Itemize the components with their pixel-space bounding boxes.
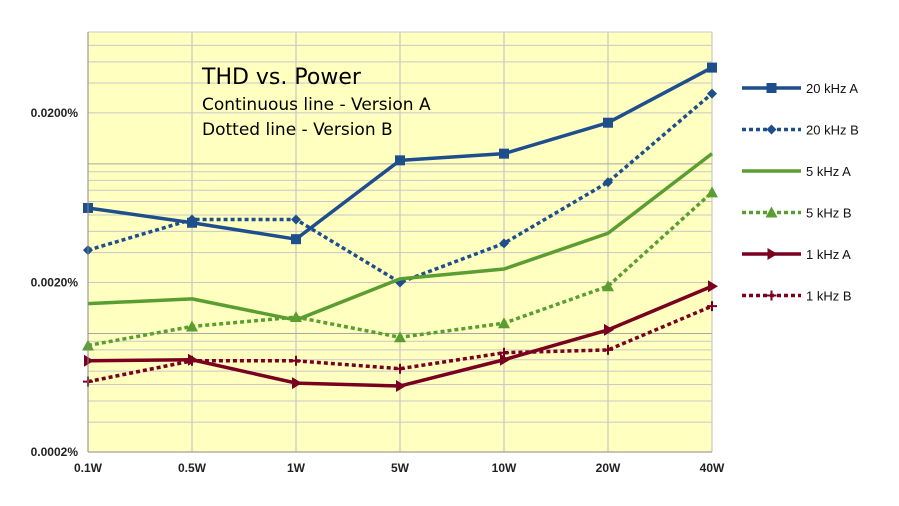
data-point-marker [187,214,197,225]
legend-label: 5 kHz B [806,206,852,221]
series-line [87,152,714,322]
data-point-marker [603,177,613,188]
series-5-khz-b [82,186,718,351]
data-point-marker [766,83,777,93]
data-point-marker [186,320,198,332]
data-point-marker [707,88,717,99]
data-point-marker [499,347,509,358]
data-point-marker [395,363,405,374]
x-tick-label: 10W [492,461,517,475]
legend: 20 kHz A 20 kHz B 5 kHz A 5 kHz B 1 kHz A 1 k… [742,81,859,304]
legend-label: 20 kHz A [806,81,858,96]
chart-subtitle-2: Dotted line - Version B [202,120,393,140]
axis-group: 0.1W 0.5W 1W 5W 10W 20W 40W 0.0002% 0.0020% 0.020… [31,32,725,475]
x-tick-label: 0.5W [178,461,207,475]
data-point-marker [291,214,301,225]
x-tick-label: 0.1W [74,461,103,475]
data-point-marker [499,238,509,249]
legend-item: 20 kHz B [742,123,859,138]
data-point-marker [290,311,302,323]
data-point-marker [292,377,302,390]
legend-item: 1 kHz A [742,247,851,262]
data-point-marker [500,353,510,366]
data-point-marker [394,331,406,343]
data-point-marker [708,280,718,293]
y-tick-label: 0.0200% [31,106,79,120]
x-tick-label: 5W [391,461,410,475]
chart-subtitle-1: Continuous line - Version A [202,95,431,115]
data-point-marker [767,248,778,260]
data-point-marker [707,301,717,312]
series-group [82,62,718,393]
legend-label: 1 kHz B [806,289,852,304]
series-20-khz-b [83,88,717,288]
chart-title-block: THD vs. Power Continuous line - Version … [201,65,431,140]
data-point-marker [187,355,197,366]
data-point-marker [766,290,777,301]
legend-item: 1 kHz B [742,289,852,304]
chart-title: THD vs. Power [201,65,362,90]
data-point-marker [766,124,777,135]
data-point-marker [603,344,613,355]
series-1-khz-b [83,301,717,387]
data-point-marker [707,62,717,73]
data-point-marker [602,280,614,292]
data-point-marker [498,317,510,329]
data-point-marker [499,148,509,159]
x-tick-label: 1W [287,461,306,475]
y-tick-label: 0.0020% [31,275,79,289]
legend-label: 1 kHz A [806,247,851,262]
legend-label: 5 kHz A [806,164,851,179]
data-point-marker [604,323,614,336]
legend-item: 5 kHz B [742,206,852,221]
x-tick-label: 40W [700,461,725,475]
data-point-marker [765,206,778,218]
data-point-marker [291,234,301,245]
legend-label: 20 kHz B [806,123,859,138]
data-point-marker [603,117,613,128]
series-5-khz-a [87,152,714,322]
data-point-marker [291,355,301,366]
data-point-marker [395,155,405,166]
legend-item: 5 kHz A [742,164,851,179]
data-point-marker [706,186,718,198]
data-point-marker [84,354,94,367]
y-tick-label: 0.0002% [31,445,79,459]
legend-item: 20 kHz A [742,81,858,96]
data-point-marker [396,380,406,393]
x-tick-label: 20W [596,461,621,475]
